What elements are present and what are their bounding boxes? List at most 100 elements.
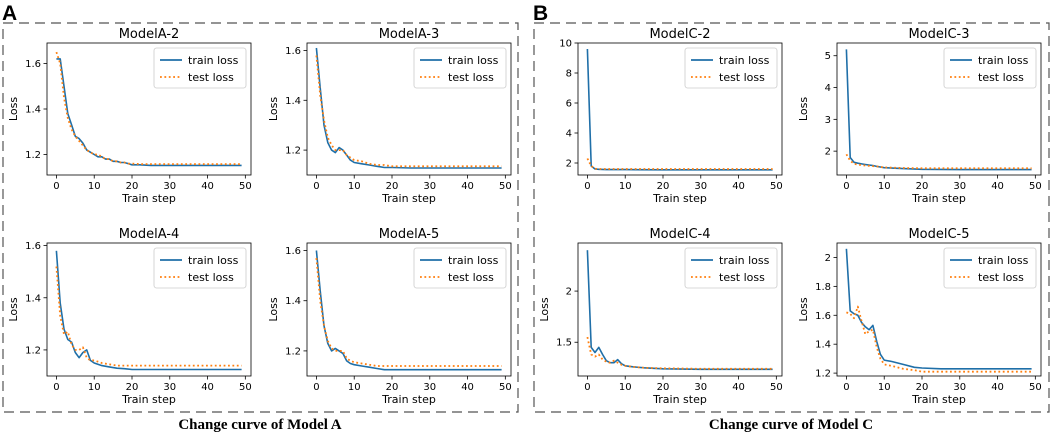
train-loss-line (845, 49, 1032, 171)
legend-train-label: train loss (978, 54, 1029, 67)
legend: train loss test loss (153, 247, 247, 289)
y-tick-label: 4 (566, 129, 572, 140)
x-tick-label: 30 (423, 382, 436, 393)
legend-train-label: train loss (448, 254, 499, 267)
y-tick-label: 1.2 (25, 345, 41, 356)
x-tick-label: 20 (916, 181, 929, 192)
x-tick-label: 40 (461, 382, 474, 393)
y-tick-label: 1.6 (25, 241, 41, 252)
legend-test-label: test loss (719, 271, 765, 284)
test-loss-line (315, 258, 502, 367)
x-tick-label: 40 (201, 382, 214, 393)
x-tick-label: 50 (770, 181, 783, 192)
legend: train loss test loss (413, 247, 507, 289)
x-tick-label: 0 (584, 382, 590, 393)
legend-test-label: test loss (978, 271, 1024, 284)
legend-box (413, 47, 507, 89)
group-b-frame (533, 22, 1050, 413)
x-tick-label: 40 (991, 181, 1004, 192)
y-tick-label: 1.4 (25, 293, 41, 304)
subplot-modela-2: ModelA-2 0 10 20 30 40 50 1.2 1.4 1.6 Train step Lo… (7, 27, 252, 205)
subplot-title: ModelC-5 (908, 227, 969, 242)
train-loss-line (586, 250, 773, 371)
y-tick-label: 2 (825, 147, 831, 158)
legend: train loss test loss (413, 47, 507, 89)
x-tick-label: 40 (461, 181, 474, 192)
test-loss-line (586, 158, 773, 170)
y-tick-label: 1.6 (285, 46, 301, 57)
test-loss-line (586, 336, 773, 370)
x-tick-label: 50 (239, 382, 252, 393)
legend: train loss test loss (943, 47, 1037, 89)
legend-train-label: train loss (978, 254, 1029, 267)
y-tick-label: 1.5 (556, 338, 572, 349)
legend-train-label: train loss (188, 254, 239, 267)
subplot-modelc-3: ModelC-3 0 10 20 30 40 50 2 3 4 5 Train step Loss tra… (797, 27, 1042, 205)
plot-frame (577, 42, 783, 176)
x-tick-label: 40 (732, 181, 745, 192)
x-axis-label: Train step (381, 192, 436, 205)
x-tick-label: 30 (694, 181, 707, 192)
plot-frame (46, 242, 252, 377)
y-tick-label: 1.2 (815, 369, 831, 380)
y-tick-label: 2 (566, 287, 572, 298)
x-tick-label: 20 (916, 382, 929, 393)
legend-train-label: train loss (719, 54, 770, 67)
x-tick-label: 0 (843, 181, 849, 192)
legend-test-label: test loss (188, 71, 234, 84)
legend-box (943, 47, 1037, 89)
x-axis-label: Train step (121, 192, 176, 205)
train-loss-line (586, 48, 773, 171)
y-tick-label: 10 (559, 39, 572, 50)
subplot-title: ModelC-3 (908, 27, 969, 42)
y-axis-label: Loss (267, 97, 280, 121)
legend-train-label: train loss (448, 54, 499, 67)
x-tick-label: 20 (126, 382, 139, 393)
test-loss-line (845, 153, 1032, 170)
subplot-modela-5: ModelA-5 0 10 20 30 40 50 1.2 1.4 1.6 Train step Lo… (267, 227, 512, 406)
legend-train-label: train loss (188, 54, 239, 67)
x-tick-label: 10 (878, 382, 891, 393)
y-tick-label: 1.8 (815, 282, 831, 293)
legend-box (153, 247, 247, 289)
y-tick-label: 4 (825, 83, 831, 94)
y-tick-label: 1.4 (285, 96, 301, 107)
subplot-title: ModelC-4 (649, 227, 710, 242)
subplot-title: ModelA-2 (119, 27, 180, 42)
y-axis-label: Loss (7, 297, 20, 321)
x-tick-label: 30 (423, 181, 436, 192)
panel-letter-b: B (533, 2, 548, 25)
legend-box (684, 47, 778, 89)
x-tick-label: 0 (53, 382, 59, 393)
y-tick-label: 1.6 (25, 59, 41, 70)
y-tick-label: 1.6 (815, 311, 831, 322)
legend: train loss test loss (943, 247, 1037, 289)
x-tick-label: 20 (657, 382, 670, 393)
x-tick-label: 40 (991, 382, 1004, 393)
subplot-modelc-5: ModelC-5 0 10 20 30 40 50 1.2 1.4 1.6 1.8 2 Train st… (797, 227, 1042, 406)
plot-frame (306, 42, 512, 176)
x-axis-label: Train step (911, 192, 966, 205)
x-tick-label: 50 (1029, 181, 1042, 192)
y-tick-label: 1.2 (285, 346, 301, 357)
y-tick-label: 2 (825, 253, 831, 264)
x-tick-label: 40 (732, 382, 745, 393)
y-axis-label: Loss (7, 97, 20, 121)
x-tick-label: 0 (584, 181, 590, 192)
y-tick-label: 1.6 (285, 246, 301, 257)
y-tick-label: 1.4 (815, 340, 831, 351)
plot-frame (836, 42, 1042, 176)
x-tick-label: 10 (878, 181, 891, 192)
subplot-modela-3: ModelA-3 0 10 20 30 40 50 1.2 1.4 1.6 Train step Lo… (267, 27, 512, 205)
subplot-title: ModelA-5 (379, 227, 440, 242)
x-axis-label: Train step (911, 393, 966, 406)
legend-test-label: test loss (719, 71, 765, 84)
x-tick-label: 10 (348, 382, 361, 393)
legend-box (943, 247, 1037, 289)
test-loss-line (55, 51, 242, 166)
legend: train loss test loss (684, 47, 778, 89)
y-axis-label: Loss (267, 297, 280, 321)
x-tick-label: 20 (386, 382, 399, 393)
x-axis-label: Train step (652, 393, 707, 406)
